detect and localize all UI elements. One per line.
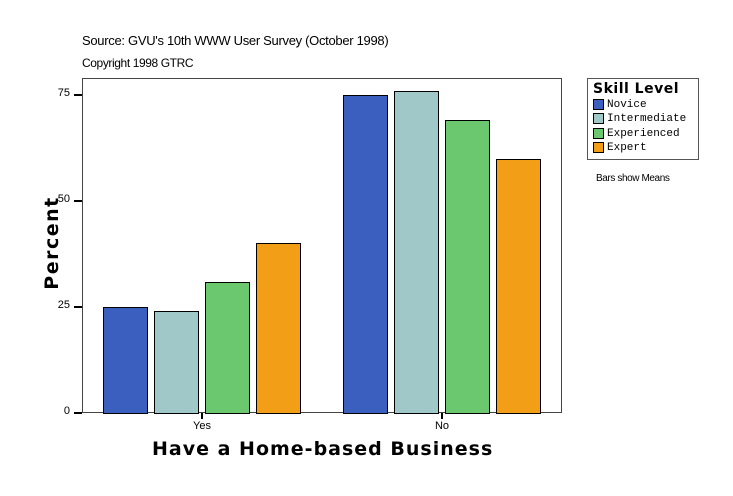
legend-label: Intermediate — [607, 112, 687, 125]
x-category-no: No — [434, 420, 450, 432]
bar-no-intermediate — [394, 91, 439, 414]
y-tick-label: 0 — [63, 405, 70, 417]
legend-title: Skill Level — [593, 81, 679, 97]
legend-swatch-icon — [593, 99, 604, 110]
plot-area — [82, 78, 562, 413]
legend-label: Expert — [607, 141, 647, 154]
source-text: Source: GVU's 10th WWW User Survey (Octo… — [82, 33, 389, 48]
bars-show-means-note: Bars show Means — [596, 173, 670, 184]
legend-item-novice: Novice — [593, 98, 647, 111]
legend-label: Novice — [607, 98, 647, 111]
y-tick-75 — [74, 94, 82, 96]
bar-yes-novice — [103, 307, 148, 414]
y-tick-label: 25 — [57, 299, 70, 311]
bar-no-novice — [343, 95, 388, 414]
bar-no-experienced — [445, 120, 490, 414]
y-tick-50 — [74, 200, 82, 202]
legend: Skill Level Novice Intermediate Experien… — [587, 78, 699, 160]
legend-item-experienced: Experienced — [593, 127, 680, 140]
legend-swatch-icon — [593, 113, 604, 124]
y-tick-label: 75 — [57, 87, 70, 99]
x-axis-title: Have a Home-based Business — [152, 438, 494, 460]
legend-item-expert: Expert — [593, 141, 647, 154]
legend-swatch-icon — [593, 128, 604, 139]
copyright-text: Copyright 1998 GTRC — [82, 56, 194, 70]
legend-swatch-icon — [593, 142, 604, 153]
bar-yes-experienced — [205, 282, 250, 414]
y-tick-label: 50 — [57, 193, 70, 205]
x-tick-no — [441, 413, 443, 419]
x-category-yes: Yes — [193, 420, 211, 432]
bar-yes-expert — [256, 243, 301, 414]
y-axis-title: Percent — [41, 196, 63, 290]
legend-label: Experienced — [607, 127, 680, 140]
y-tick-25 — [74, 306, 82, 308]
x-tick-yes — [201, 413, 203, 419]
legend-item-intermediate: Intermediate — [593, 112, 686, 125]
bar-no-expert — [496, 159, 541, 414]
y-tick-0 — [74, 412, 82, 414]
bar-yes-intermediate — [154, 311, 199, 414]
